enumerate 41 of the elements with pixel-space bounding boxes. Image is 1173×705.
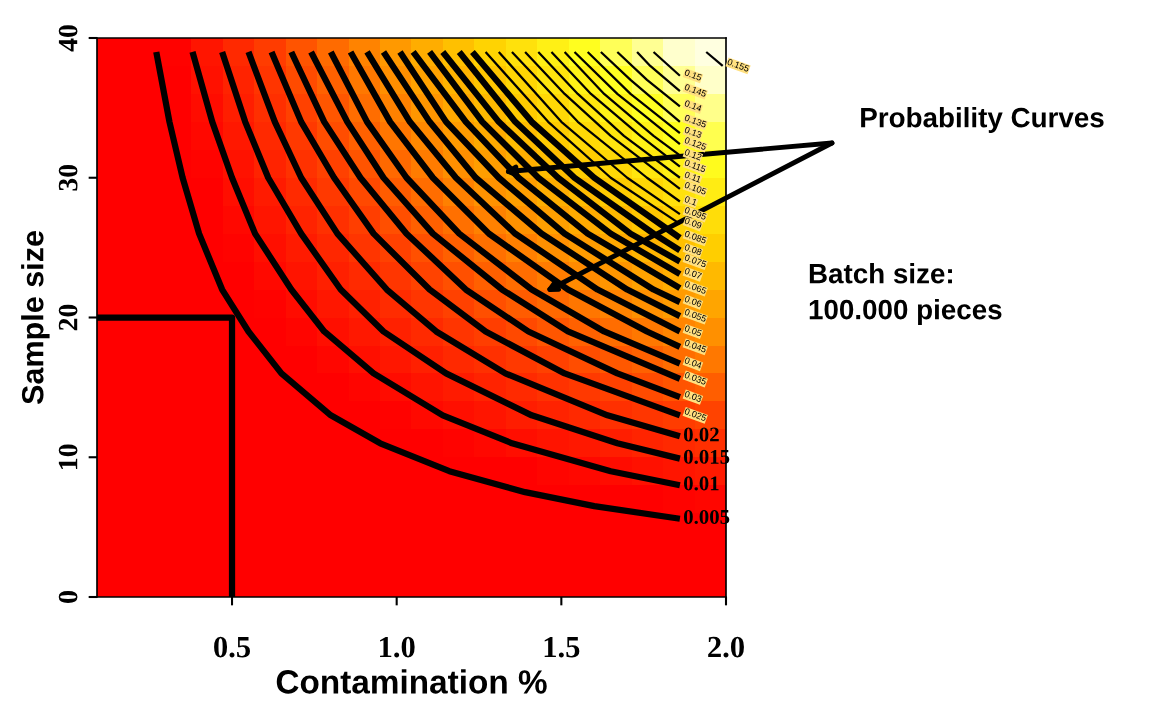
y-tick-label: 30 xyxy=(58,164,78,191)
text: 0.075 xyxy=(684,254,707,268)
y-tick-label: 40 xyxy=(58,25,78,52)
text: 0.145 xyxy=(684,83,707,98)
text: 0.055 xyxy=(684,308,707,323)
text: 0.07 xyxy=(684,267,703,280)
text: 0.025 xyxy=(684,407,707,422)
y-tick-label: 20 xyxy=(58,304,78,331)
text: 0.03 xyxy=(684,390,703,403)
x-tick-label: 1.0 xyxy=(380,636,415,658)
text: 0.035 xyxy=(684,371,707,385)
y-tick-label: 10 xyxy=(58,444,78,469)
text: 0.05 xyxy=(684,324,703,337)
text: 0.11 xyxy=(684,171,702,183)
text: 0.105 xyxy=(684,181,707,195)
text: 0.095 xyxy=(684,206,707,221)
text: 0.115 xyxy=(684,159,707,173)
text: 0.13 xyxy=(684,126,703,139)
text: 0.06 xyxy=(684,295,703,308)
series-label: 0.02 xyxy=(683,427,719,442)
text: Probability Curves xyxy=(861,107,1104,133)
y-tick-label: 0 xyxy=(58,591,78,603)
text: 0.155 xyxy=(726,58,750,72)
x-axis-title: Contamination % xyxy=(276,669,547,694)
text: 0.04 xyxy=(684,357,703,369)
text: 0.15 xyxy=(684,69,703,81)
x-tick-label: 0.5 xyxy=(214,636,250,658)
x-tick-label: 1.5 xyxy=(544,636,580,658)
series-label: 0.01 xyxy=(683,476,719,491)
y-axis-title: Sample size xyxy=(21,231,50,405)
text: 0.14 xyxy=(684,99,703,112)
text: 0.1 xyxy=(684,195,698,206)
text: 0.135 xyxy=(684,114,707,128)
text: 0.045 xyxy=(684,339,707,353)
text: Batch size: 100.000 pieces xyxy=(809,263,1002,325)
text: 0.125 xyxy=(684,136,707,151)
text: 0.08 xyxy=(684,243,703,256)
text: 0.065 xyxy=(684,280,707,295)
x-tick-label: 2.0 xyxy=(708,636,744,658)
line-series xyxy=(573,50,682,146)
text: 0.085 xyxy=(684,230,707,244)
